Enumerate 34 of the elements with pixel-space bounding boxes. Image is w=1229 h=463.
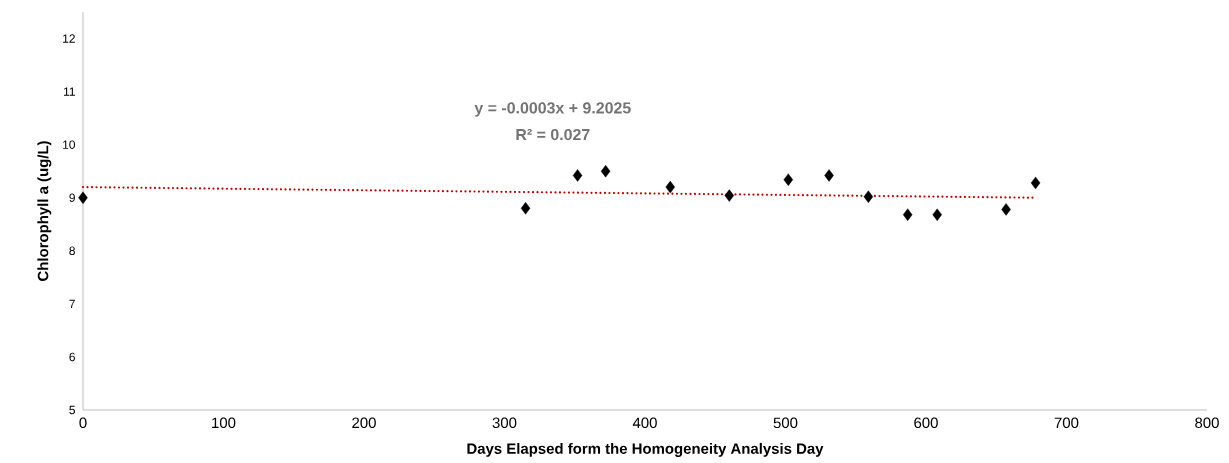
x-tick-label: 500 [773,417,798,429]
y-tick-label: 8 [69,246,75,256]
x-tick-label: 400 [632,417,657,429]
y-tick-label: 7 [69,299,75,308]
point [863,190,874,203]
annotation: y = -0.0003x + 9.2025 [474,102,631,117]
y-tick-label: 10 [63,140,76,149]
point [600,165,611,178]
y-tick-label: 6 [69,352,75,362]
x-tick-label: 800 [1195,417,1219,429]
point [78,191,88,204]
point [824,169,834,182]
point [903,208,913,221]
y-axis-title: Chlorophyll a (ug/L) [37,141,52,281]
x-tick-label: 300 [492,417,517,429]
x-tick-label: 700 [1054,417,1079,429]
x-axis-title: Days Elapsed form the Homogeneity Analysis Day [467,442,824,457]
point [783,173,793,186]
y-tick-label: 12 [63,34,75,43]
x-tick-label: 100 [212,417,236,429]
y-tick-label: 5 [69,405,75,415]
point [724,189,734,202]
point [572,169,583,182]
point [665,180,675,194]
y-tick-label: 9 [69,193,75,202]
x-tick-label: 200 [352,417,376,429]
x-tick-label: 0 [79,417,87,429]
y-tick-label: 11 [63,87,75,96]
point [1030,176,1041,190]
point [1001,203,1011,216]
x-tick-label: 600 [914,417,938,429]
point [932,208,942,221]
point [520,202,531,215]
annotation: R² = 0.027 [516,128,590,141]
